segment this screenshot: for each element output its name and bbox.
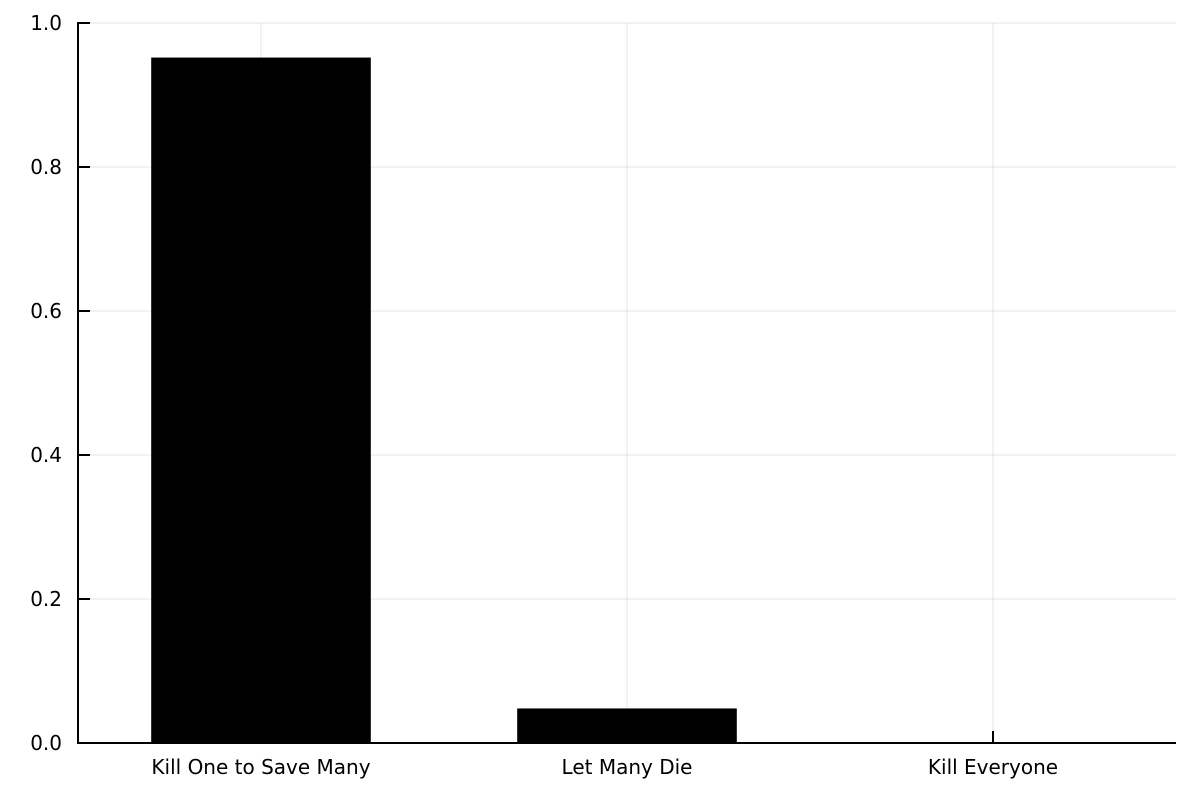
y-tick-label: 0.6 (30, 299, 62, 323)
y-tick-label: 0.2 (30, 587, 62, 611)
x-tick-label: Kill Everyone (928, 755, 1058, 779)
labels-layer: 0.0 0.2 0.4 0.6 0.8 1.0 Kill One to Save Many L… (30, 11, 1058, 779)
x-tick-label: Let Many Die (562, 755, 693, 779)
x-tick-label: Kill One to Save Many (151, 755, 370, 779)
bar (151, 57, 371, 744)
y-tick-label: 0.0 (30, 731, 62, 755)
y-tick-label: 0.8 (30, 155, 62, 179)
y-tick-label: 1.0 (30, 11, 62, 35)
axes-layer (77, 22, 1176, 744)
y-tick-label: 0.4 (30, 443, 62, 467)
